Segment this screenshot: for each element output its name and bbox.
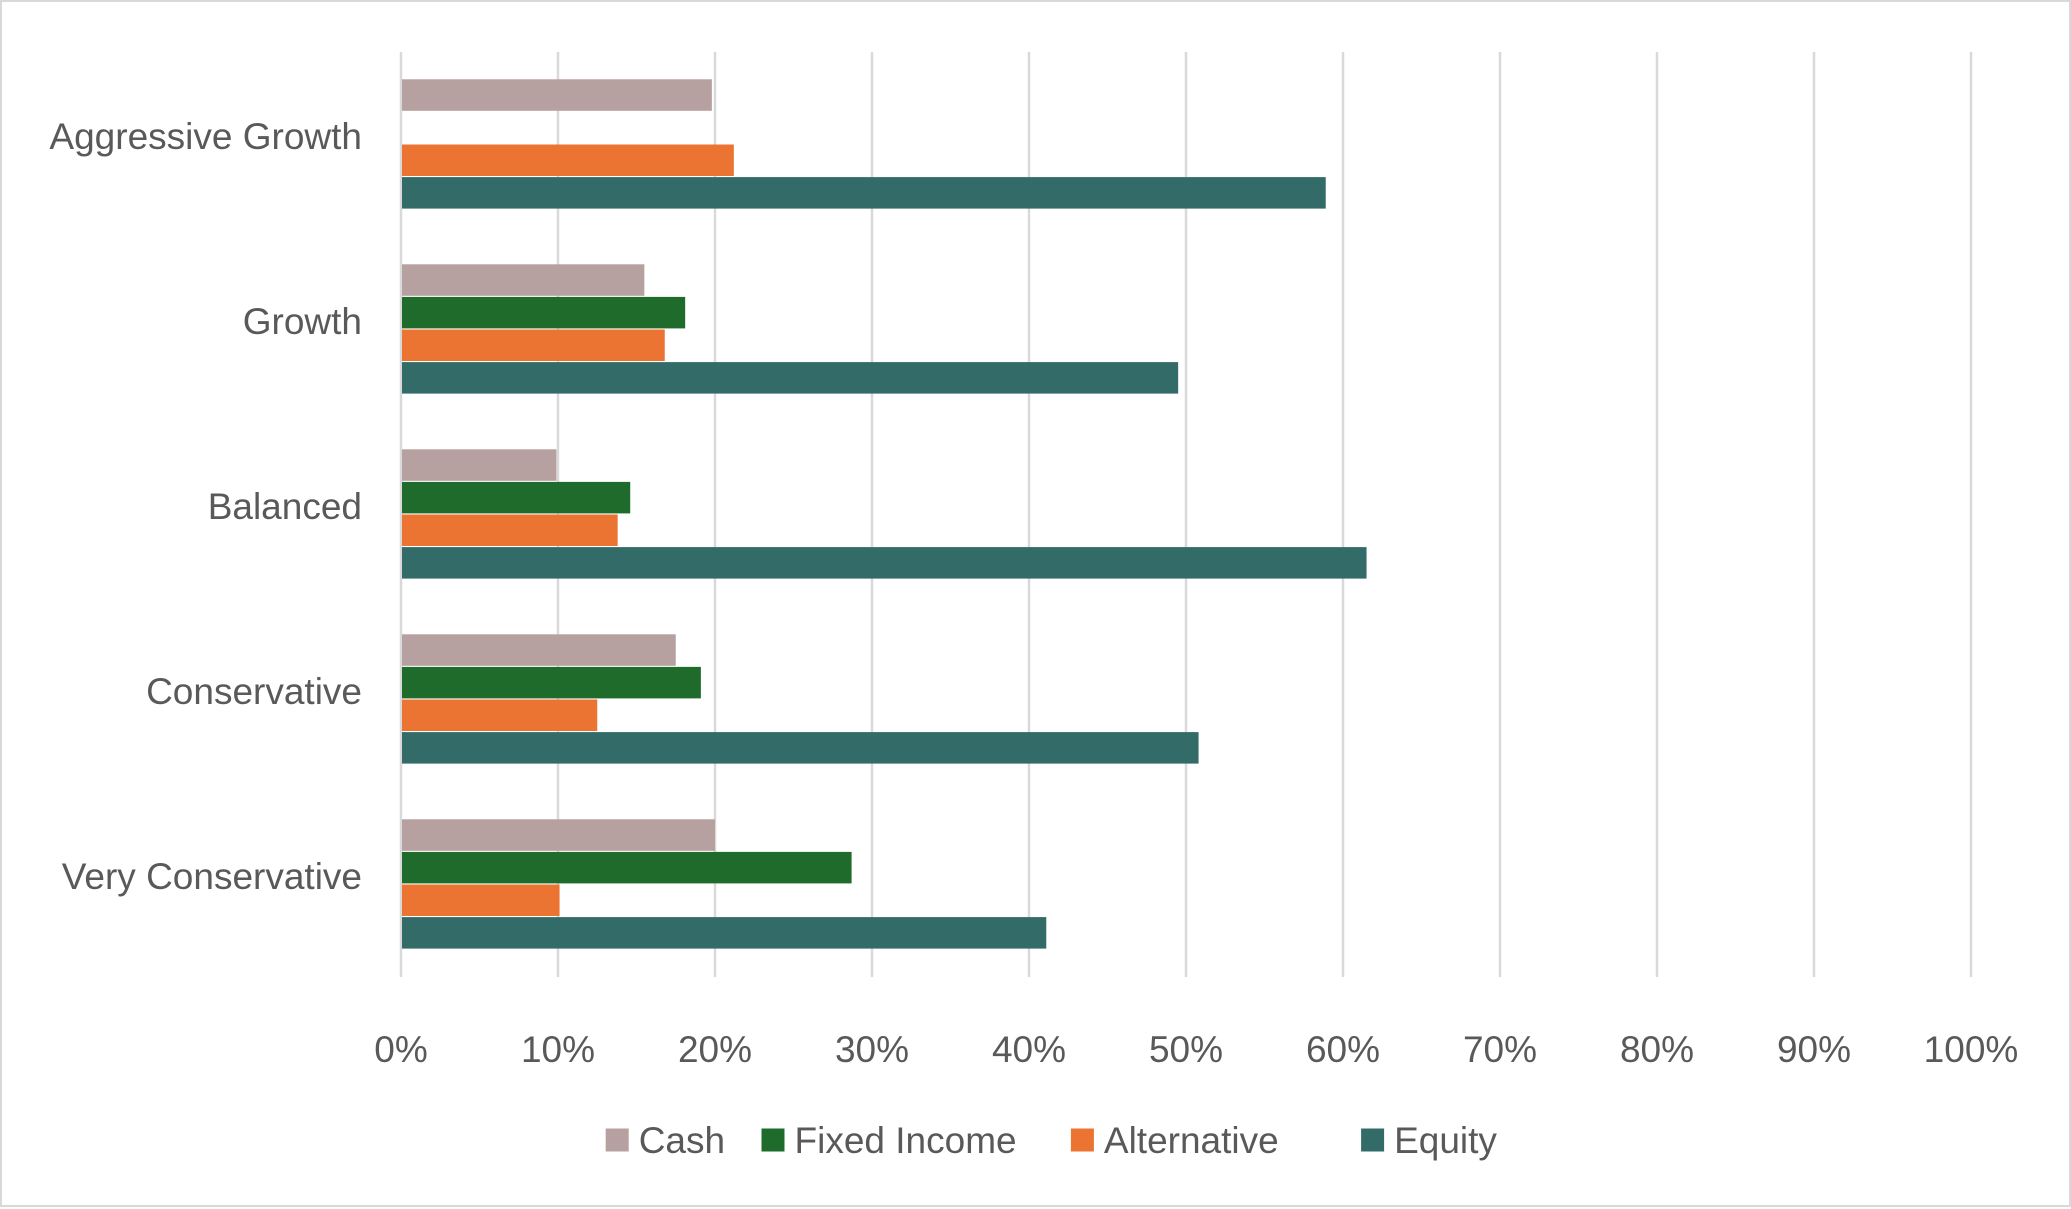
bar-cash [402, 449, 557, 481]
x-tick-label: 60% [1306, 1029, 1380, 1070]
bar-cash [402, 264, 645, 296]
legend-label-cash: Cash [639, 1120, 725, 1161]
legend-label-alternative: Alternative [1104, 1120, 1279, 1161]
legend-swatch-alternative [1070, 1128, 1094, 1152]
bar-cash [402, 79, 712, 111]
x-tick-label: 70% [1463, 1029, 1537, 1070]
x-axis-ticks: 0% 10% 20% 30% 40% 50% 60% 70% 80% 90% 100% [374, 1029, 2018, 1070]
category-label: Balanced [208, 486, 362, 527]
bar-alternative [402, 514, 618, 546]
bar-alternative [402, 144, 734, 176]
legend-label-fixed-income: Fixed Income [795, 1120, 1017, 1161]
legend-swatch-equity [1361, 1128, 1385, 1152]
x-tick-label: 0% [374, 1029, 427, 1070]
category-label: Conservative [146, 671, 362, 712]
x-tick-label: 30% [835, 1029, 909, 1070]
bar-fixed-income [402, 851, 852, 884]
x-tick-label: 50% [1149, 1029, 1223, 1070]
bar-fixed-income [402, 481, 631, 514]
category-labels: Aggressive Growth Growth Balanced Conservat… [49, 116, 362, 897]
bars [402, 79, 1367, 949]
legend: Cash Fixed Income Alternative Equity [605, 1120, 1497, 1161]
bar-fixed-income [402, 666, 701, 699]
legend-swatch-cash [605, 1128, 629, 1152]
bar-cash [402, 634, 676, 666]
bar-equity [402, 362, 1179, 394]
bar-equity [402, 177, 1326, 209]
x-tick-label: 80% [1620, 1029, 1694, 1070]
legend-swatch-fixed-income [761, 1128, 785, 1152]
category-label: Aggressive Growth [49, 116, 362, 157]
x-tick-label: 20% [678, 1029, 752, 1070]
bar-fixed-income [402, 296, 686, 329]
bar-equity [402, 917, 1047, 949]
x-tick-label: 90% [1777, 1029, 1851, 1070]
x-tick-label: 100% [1924, 1029, 2019, 1070]
category-label: Growth [243, 301, 362, 342]
x-tick-label: 10% [521, 1029, 595, 1070]
bar-equity [402, 732, 1199, 764]
bar-cash [402, 819, 715, 851]
category-label: Very Conservative [62, 856, 362, 897]
bar-alternative [402, 329, 665, 361]
x-tick-label: 40% [992, 1029, 1066, 1070]
bar-alternative [402, 884, 560, 916]
bar-equity [402, 547, 1367, 579]
legend-label-equity: Equity [1394, 1120, 1497, 1161]
bar-alternative [402, 699, 598, 731]
